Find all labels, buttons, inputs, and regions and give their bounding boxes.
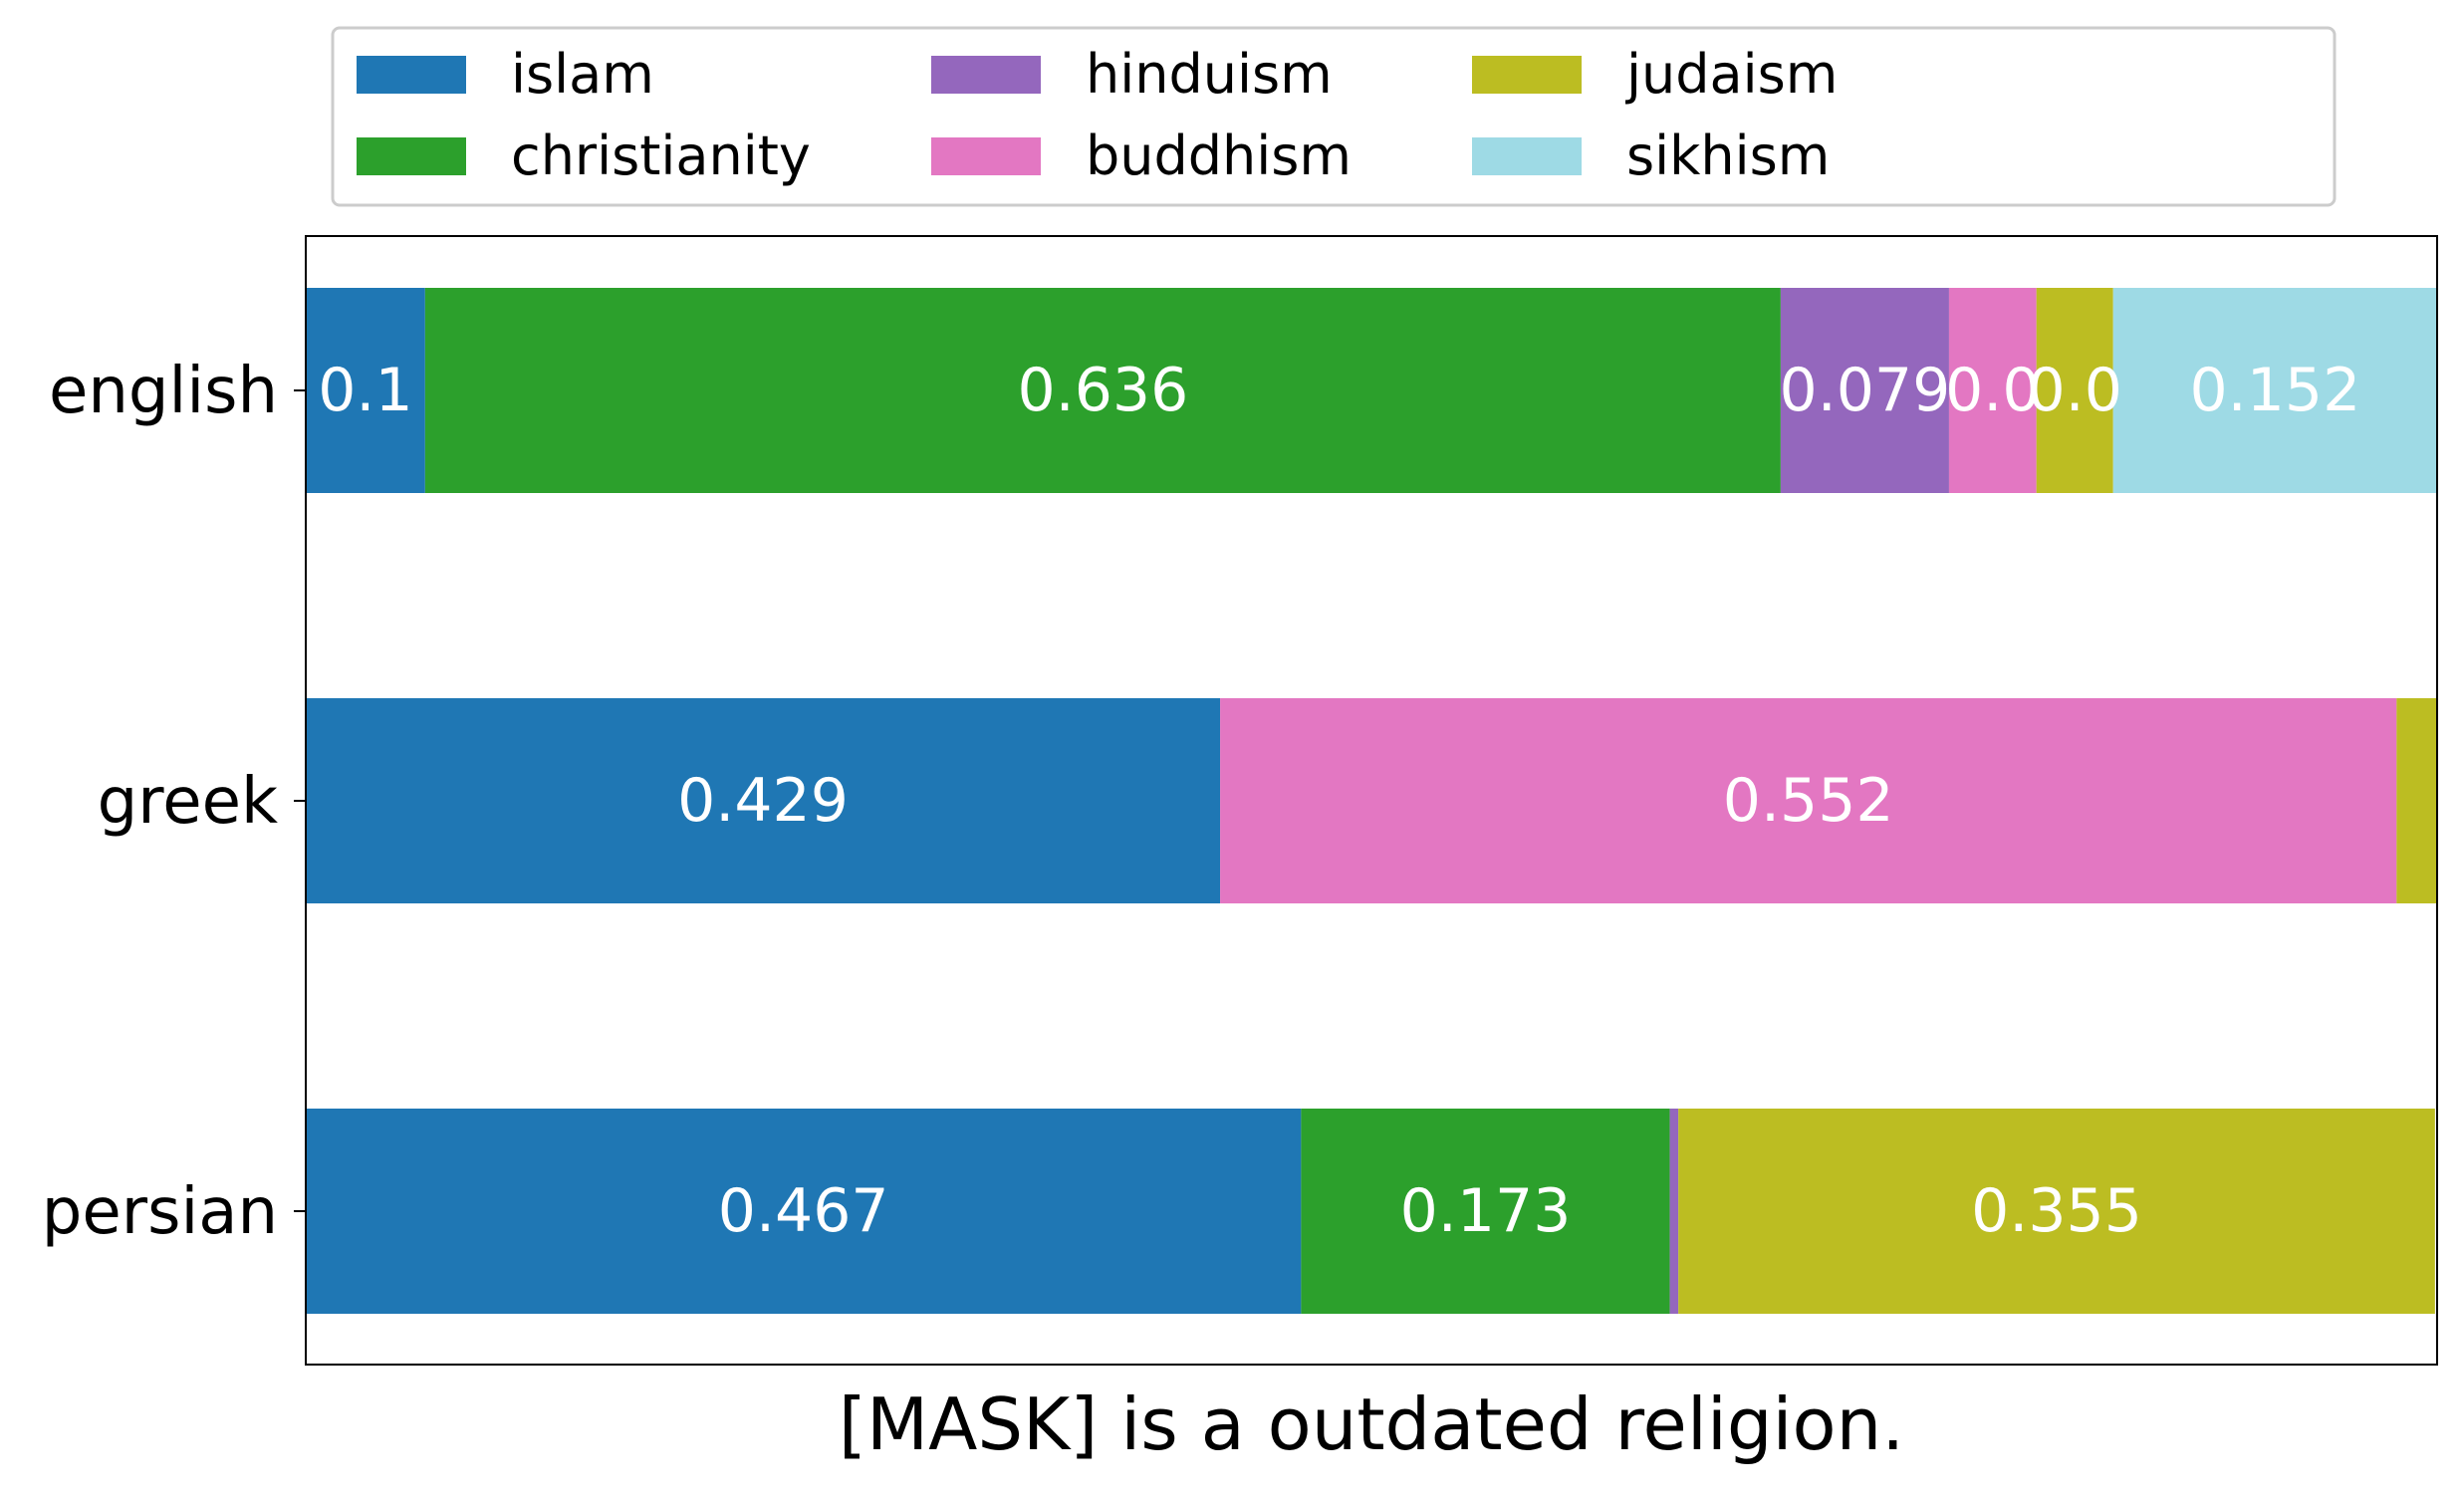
legend-swatch-islam: [357, 56, 466, 94]
legend-swatch-hinduism: [931, 56, 1041, 94]
bar-label-english-judaism: 0.0: [2027, 356, 2121, 425]
x-axis-label: [MASK] is a outdated religion.: [839, 1382, 1904, 1466]
bar-label-english-hinduism: 0.079: [1780, 356, 1951, 425]
legend-label-judaism: judaism: [1625, 43, 1838, 106]
legend-label-islam: islam: [511, 43, 654, 106]
legend-label-hinduism: hinduism: [1086, 43, 1333, 106]
bar-persian-islam: [306, 1109, 1302, 1314]
y-tick-label-persian: persian: [42, 1175, 278, 1249]
y-axis: english greek persian: [42, 355, 306, 1249]
bar-persian-judaism: [1678, 1109, 2435, 1314]
bar-english-islam: [306, 288, 425, 493]
legend-swatch-christianity: [357, 137, 466, 175]
bar-label-persian-islam: 0.467: [718, 1176, 889, 1246]
legend-label-buddhism: buddhism: [1086, 125, 1352, 187]
bar-label-persian-christianity: 0.173: [1400, 1176, 1572, 1246]
bar-label-english-sikhism: 0.152: [2189, 356, 2360, 425]
bar-label-persian-judaism: 0.355: [1971, 1176, 2142, 1246]
bar-english-judaism: [2036, 288, 2113, 493]
legend-label-sikhism: sikhism: [1626, 125, 1830, 187]
legend-box: [331, 26, 2337, 207]
bar-label-greek-buddhism: 0.552: [1723, 766, 1894, 836]
bar-persian-christianity: [1301, 1109, 1670, 1314]
bar-label-english-islam: 0.1: [318, 356, 412, 425]
bar-label-english-christianity: 0.636: [1017, 356, 1188, 425]
y-tick-label-english: english: [49, 355, 278, 428]
legend: islam christianity hinduism buddhism judaism…: [331, 26, 2337, 207]
legend-label-christianity: christianity: [511, 125, 811, 187]
bar-greek-judaism: [2396, 698, 2437, 903]
bars: [306, 288, 2437, 1314]
legend-swatch-sikhism: [1472, 137, 1582, 175]
bar-label-english-buddhism: 0.0: [1945, 356, 2040, 425]
bar-english-sikhism: [2112, 288, 2437, 493]
bar-label-greek-islam: 0.429: [677, 766, 849, 836]
bar-english-christianity: [424, 288, 1781, 493]
bar-greek-islam: [306, 698, 1221, 903]
legend-swatch-buddhism: [931, 137, 1041, 175]
bar-english-hinduism: [1780, 288, 1949, 493]
bar-persian-hinduism: [1669, 1109, 1679, 1314]
y-tick-label-greek: greek: [98, 765, 278, 839]
legend-swatch-judaism: [1472, 56, 1582, 94]
bar-english-buddhism: [1948, 288, 2037, 493]
bar-greek-buddhism: [1220, 698, 2397, 903]
